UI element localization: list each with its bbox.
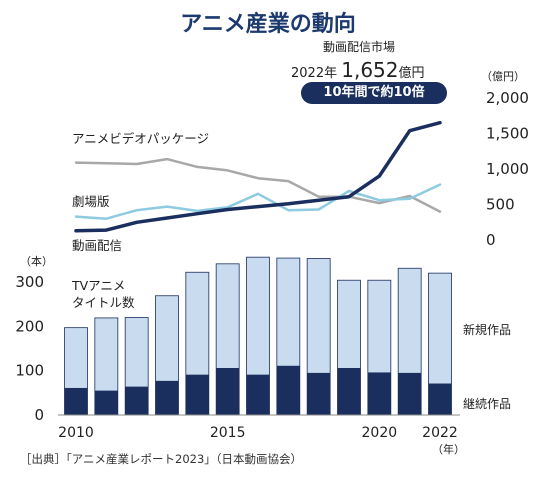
point-劇場版-2010 [75,215,77,218]
bar-ylabel-line: TVアニメ [71,278,125,293]
line-chart [74,120,442,233]
point-劇場版-2016 [257,192,259,195]
point-動画配信-2016 [257,205,259,208]
bar-continuing-2016 [246,374,270,415]
legend-continuing: 継続作品 [463,396,511,411]
point-アニメビデオパッケージ-2018 [317,195,320,198]
bar-continuing-2013 [155,380,179,415]
bar-continuing-2012 [125,386,149,415]
point-動画配信-2020 [378,175,381,178]
point-動画配信-2010 [75,229,77,232]
growth-badge: 10年間で約10倍 [301,82,447,104]
series-label-動画配信: 動画配信 [72,238,122,253]
point-動画配信-2013 [166,217,168,219]
bar-y-unit: （本） [20,254,53,268]
source-note: ［出典］「アニメ産業レポート2023」（日本動画協会） [20,452,303,466]
xtick-2020: 2020 [362,425,398,441]
point-劇場版-2013 [166,205,168,208]
point-劇場版-2017 [287,209,290,212]
point-アニメビデオパッケージ-2016 [257,177,259,180]
bar-ytick: 100 [15,362,44,380]
point-動画配信-2019 [348,195,350,198]
series-label-アニメビデオパッケージ: アニメビデオパッケージ [72,131,209,146]
market-value: 1,652 [341,58,399,82]
line-ytick: 2,000 [486,89,529,107]
market-unit: 億円 [398,66,425,81]
point-劇場版-2022 [439,183,441,186]
bar-continuing-2018 [307,372,331,415]
xtick-2015: 2015 [210,425,246,441]
bar-continuing-2014 [185,374,209,415]
point-動画配信-2015 [226,208,229,211]
bar-continuing-2019 [337,368,361,415]
market-label: 動画配信市場 [323,40,396,54]
point-アニメビデオパッケージ-2010 [75,161,77,164]
point-アニメビデオパッケージ-2011 [105,162,108,165]
point-アニメビデオパッケージ-2017 [287,180,290,182]
point-劇場版-2012 [135,209,138,212]
bar-ytick: 300 [15,273,44,291]
point-動画配信-2018 [317,199,320,202]
line-ytick: 1,500 [486,125,529,143]
point-動画配信-2017 [287,202,290,205]
bar-continuing-2021 [398,372,422,415]
point-劇場版-2018 [317,208,320,211]
bar-continuing-2020 [367,372,391,415]
point-動画配信-2021 [408,129,411,132]
bar-ylabel-line: タイトル数 [72,295,135,310]
bar-continuing-2022 [428,383,452,415]
point-アニメビデオパッケージ-2015 [226,169,229,172]
point-アニメビデオパッケージ-2012 [135,163,138,165]
bar-continuing-2011 [94,390,118,415]
point-動画配信-2022 [439,121,441,124]
point-劇場版-2014 [196,209,199,212]
line-ytick: 0 [486,231,496,249]
legend-new: 新規作品 [463,322,511,337]
xtick-2022: 2022 [422,425,458,441]
bar-continuing-2010 [64,387,88,415]
point-劇場版-2020 [378,199,381,202]
point-劇場版-2011 [105,217,108,220]
market-value-line: 2022年 1,652億円 [291,58,425,82]
xtick-2010: 2010 [58,425,94,441]
line-ytick: 500 [486,196,515,214]
point-劇場版-2021 [408,197,411,200]
point-アニメビデオパッケージ-2020 [378,202,381,204]
bar-continuing-2015 [216,368,240,415]
bar-chart [58,256,460,416]
point-アニメビデオパッケージ-2021 [408,195,411,197]
bar-ytick: 0 [34,406,44,424]
x-unit: （年） [432,442,465,456]
bar-continuing-2017 [276,365,300,415]
line-y-unit: （億円） [481,70,525,83]
point-動画配信-2011 [105,229,108,231]
point-動画配信-2012 [135,221,138,224]
market-year: 2022年 [291,66,338,81]
point-アニメビデオパッケージ-2013 [166,158,168,160]
series-label-劇場版: 劇場版 [72,194,110,209]
bar-ytick: 200 [15,317,44,335]
point-アニメビデオパッケージ-2022 [439,210,441,213]
page-title: アニメ産業の動向 [180,12,356,37]
point-アニメビデオパッケージ-2014 [196,165,199,168]
point-動画配信-2014 [196,212,199,215]
line-ytick: 1,000 [486,160,529,178]
point-劇場版-2019 [348,190,350,192]
